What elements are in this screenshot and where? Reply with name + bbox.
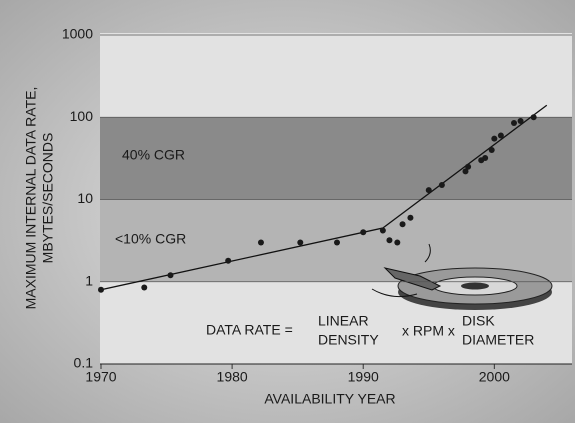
data-point <box>530 114 537 121</box>
data-point <box>488 146 495 153</box>
data-point <box>98 286 104 293</box>
band <box>100 117 572 200</box>
y-tick-label: 1 <box>85 272 93 288</box>
data-point <box>511 120 517 127</box>
data-point <box>438 182 445 189</box>
data-point <box>517 118 524 125</box>
data-point <box>360 229 367 236</box>
data-point <box>491 135 498 142</box>
data-point <box>379 227 386 234</box>
x-tick-label: 1990 <box>348 369 379 385</box>
data-point <box>141 284 148 291</box>
data-point <box>334 239 340 246</box>
formula-text: DIAMETER <box>462 332 534 348</box>
data-point <box>386 237 393 244</box>
y-tick-label: 10 <box>77 190 93 206</box>
formula-text: DISK <box>462 313 495 329</box>
x-tick-label: 2000 <box>479 369 510 385</box>
data-point <box>425 187 432 194</box>
data-point <box>465 163 472 170</box>
data-point <box>167 272 174 279</box>
trend-line <box>382 104 548 229</box>
formula-text: LINEAR <box>318 313 369 329</box>
formula-text: DENSITY <box>318 332 379 348</box>
y-tick-label: 100 <box>70 108 94 124</box>
data-point <box>297 239 304 246</box>
trend-line <box>100 227 384 291</box>
data-point <box>482 154 489 161</box>
data-point <box>407 214 414 221</box>
data-point <box>497 132 504 139</box>
data-point <box>394 239 401 246</box>
formula-text: DATA RATE = <box>206 322 293 338</box>
band-annotation: <10% CGR <box>115 231 186 247</box>
data-point <box>257 239 264 246</box>
y-tick-label: 0.1 <box>74 355 94 371</box>
y-axis-title: MBYTES/SECONDS <box>40 133 56 264</box>
formula-text: x RPM x <box>402 323 455 339</box>
x-tick-label: 1970 <box>85 369 116 385</box>
data-point <box>399 221 406 228</box>
x-axis-title: AVAILABILITY YEAR <box>264 391 395 407</box>
y-tick-label: 1000 <box>62 26 93 42</box>
y-axis-title: MAXIMUM INTERNAL DATA RATE, <box>23 87 39 310</box>
x-tick-label: 1980 <box>217 369 248 385</box>
data-point <box>462 168 469 175</box>
data-point <box>225 257 232 264</box>
band-annotation: 40% CGR <box>122 147 185 163</box>
